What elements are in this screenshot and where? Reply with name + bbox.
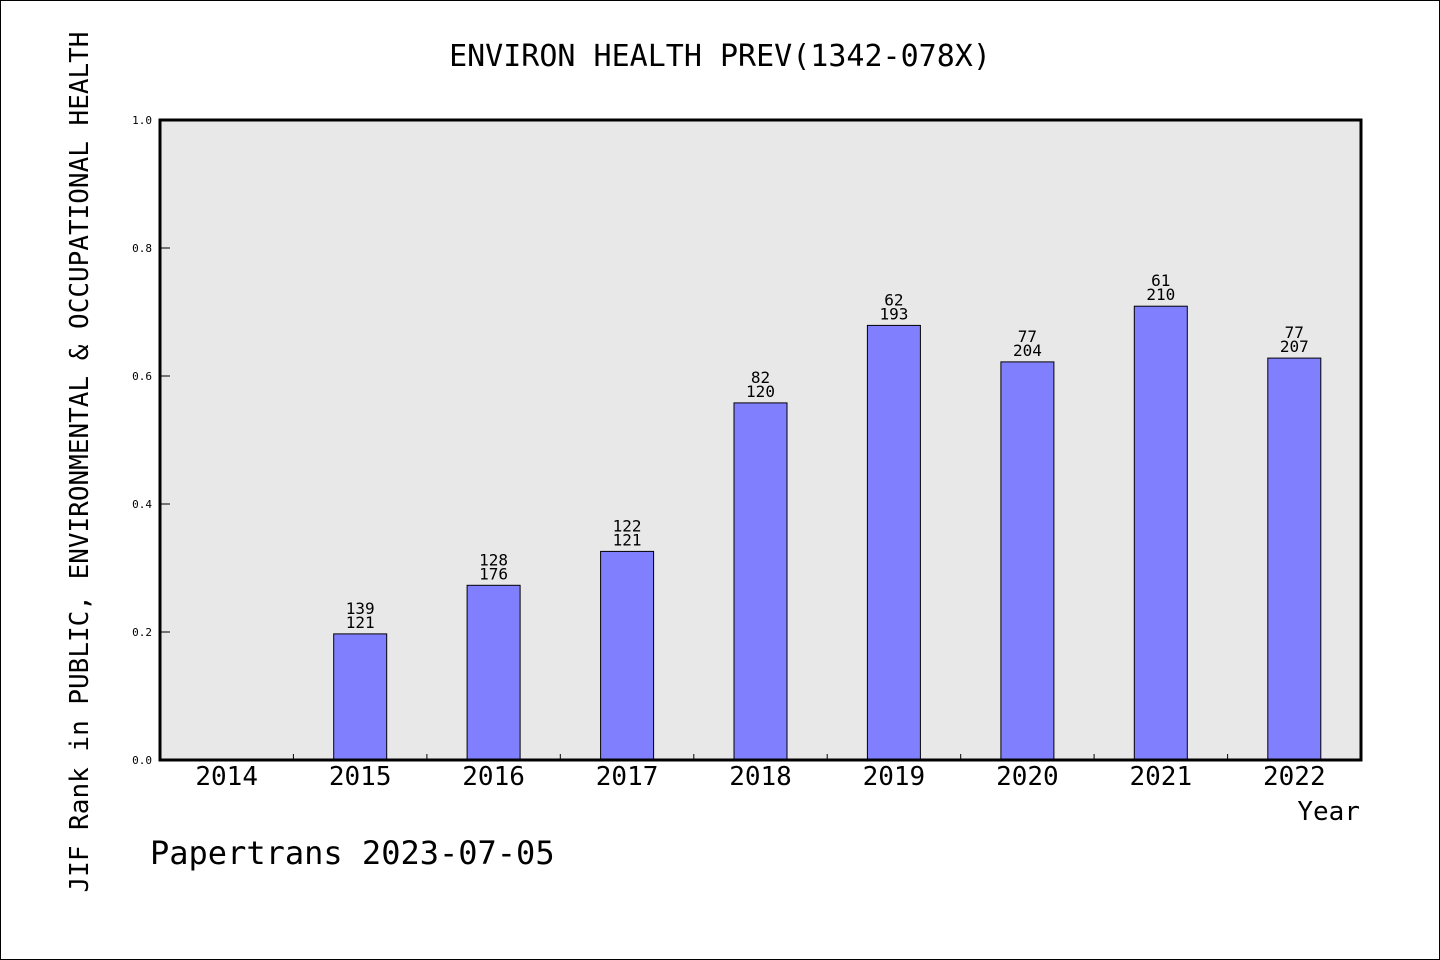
- y-tick-label: 0.2: [132, 626, 152, 639]
- bar-label-top-2020: 77: [1018, 327, 1037, 346]
- x-tick-label-2015: 2015: [329, 762, 392, 792]
- bar-label-bottom-2020: 204: [1013, 341, 1042, 360]
- bar-label-top-2019: 62: [884, 290, 903, 309]
- bar-label-bottom-2016: 176: [479, 564, 508, 583]
- x-tick-label-2017: 2017: [596, 762, 659, 792]
- bar-2020: [1000, 361, 1055, 761]
- bar-label-bottom-2021: 210: [1146, 285, 1175, 304]
- bars-layer: [333, 305, 1322, 761]
- footer-source-date: Papertrans 2023-07-05: [150, 834, 555, 872]
- bar-2018: [733, 402, 788, 761]
- x-tick-label-2018: 2018: [729, 762, 792, 792]
- y-tick-label: 0.4: [132, 498, 152, 511]
- bar-label-bottom-2019: 193: [879, 304, 908, 323]
- bar-2015: [333, 633, 388, 761]
- bar-2019: [866, 324, 921, 761]
- bar-label-top-2015: 139: [346, 599, 375, 618]
- y-axis-ticks: 0.0 0.2 0.4 0.6 0.8 1.0: [132, 114, 170, 767]
- chart-title: ENVIRON HEALTH PREV(1342-078X): [449, 39, 991, 74]
- x-tick-label-2016: 2016: [462, 762, 525, 792]
- x-tick-label-2014: 2014: [195, 762, 258, 792]
- bar-label-bottom-2017: 121: [613, 530, 642, 549]
- y-tick-label: 0.8: [132, 242, 152, 255]
- bar-label-top-2016: 128: [479, 550, 508, 569]
- y-axis-label: JIF Rank in PUBLIC, ENVIRONMENTAL & OCCU…: [65, 32, 95, 893]
- bar-label-top-2017: 122: [613, 516, 642, 535]
- bar-label-bottom-2015: 121: [346, 613, 375, 632]
- bar-2016: [466, 584, 521, 761]
- bar-2021: [1133, 305, 1188, 761]
- x-tick-label-2021: 2021: [1129, 762, 1192, 792]
- x-tick-label-2020: 2020: [996, 762, 1059, 792]
- bar-label-top-2018: 82: [751, 368, 770, 387]
- y-tick-label: 1.0: [132, 114, 152, 127]
- x-tick-label-2022: 2022: [1263, 762, 1326, 792]
- bar-labels-layer: 1391211281761221218212062193772046121077…: [346, 271, 1309, 632]
- bar-2022: [1267, 357, 1322, 761]
- x-tick-label-2019: 2019: [863, 762, 926, 792]
- bar-label-top-2022: 77: [1285, 323, 1304, 342]
- x-axis-label: Year: [1297, 797, 1360, 827]
- plot-border: [158, 118, 1363, 762]
- bar-label-bottom-2022: 207: [1280, 337, 1309, 356]
- bar-label-bottom-2018: 120: [746, 382, 775, 401]
- bar-label-top-2021: 61: [1151, 271, 1170, 290]
- x-axis-ticks: 2014 2015 2016 2017 2018 2019 2020 2021 2022: [195, 754, 1326, 792]
- bar-2017: [600, 550, 655, 761]
- y-tick-label: 0.0: [132, 754, 152, 767]
- y-tick-label: 0.6: [132, 370, 152, 383]
